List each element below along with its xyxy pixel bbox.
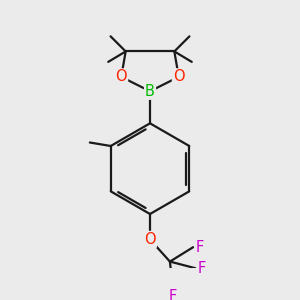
Text: O: O	[116, 69, 127, 84]
Text: B: B	[145, 84, 155, 99]
Text: F: F	[169, 289, 177, 300]
Text: O: O	[173, 69, 184, 84]
Text: O: O	[144, 232, 156, 247]
Text: F: F	[198, 261, 206, 276]
Text: F: F	[196, 240, 204, 255]
